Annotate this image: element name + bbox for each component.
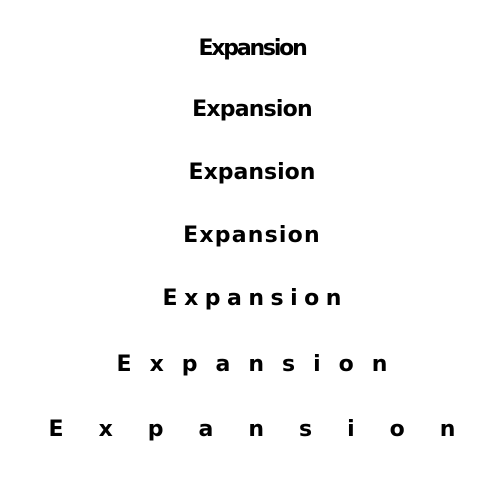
word-slightly-wide: Expansion xyxy=(183,223,321,248)
word-wider: Expansion xyxy=(116,352,406,377)
word-widest: Expansion xyxy=(48,417,491,442)
word-normal: Expansion xyxy=(188,160,316,185)
word-tight: Expansion xyxy=(192,97,312,122)
word-wide: Expansion xyxy=(162,286,348,311)
word-tightest: Expansion xyxy=(198,36,307,61)
